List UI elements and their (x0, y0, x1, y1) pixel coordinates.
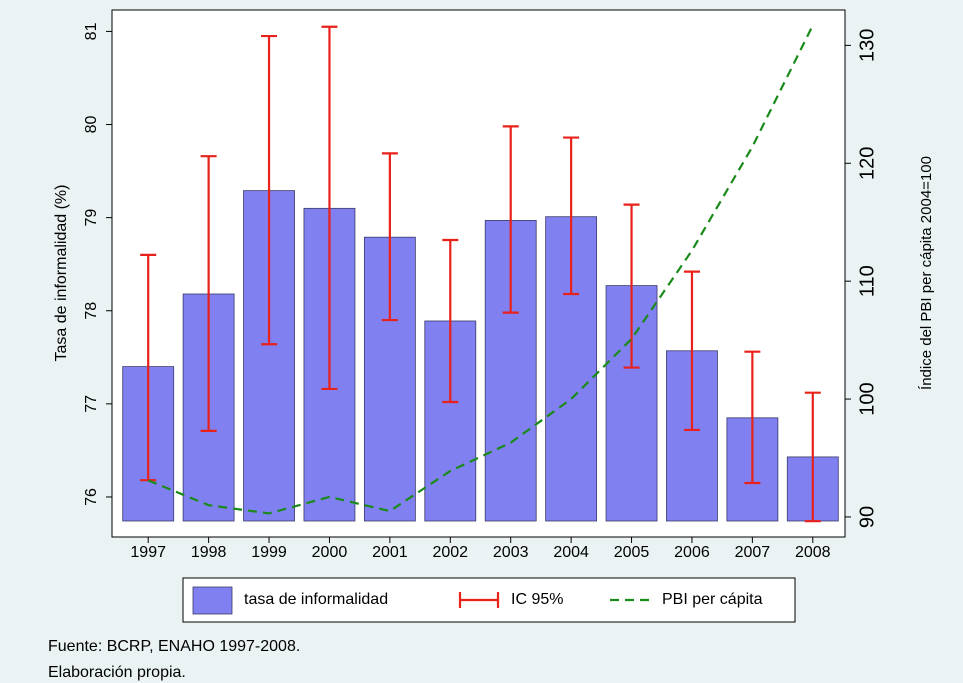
x-tick-label: 2004 (553, 544, 589, 561)
y2-tick-label: 100 (856, 382, 878, 415)
legend-label: PBI per cápita (662, 591, 763, 608)
y-tick-label: 77 (83, 395, 100, 413)
y2-tick-label: 130 (856, 29, 878, 62)
error-bar (563, 136, 580, 296)
x-tick-label: 1997 (130, 544, 166, 561)
x-tick-label: 2001 (372, 544, 408, 561)
source-note: Fuente: BCRP, ENAHO 1997-2008. (48, 638, 300, 655)
y2-tick-label: 120 (856, 147, 878, 180)
note: Elaboración propia. (48, 664, 186, 681)
y-tick-label: 80 (83, 116, 100, 134)
x-tick-label: 1999 (251, 544, 287, 561)
x-tick-label: 2007 (735, 544, 771, 561)
y2-tick-label: 90 (856, 506, 878, 528)
error-bar (442, 238, 459, 404)
error-bar (744, 350, 761, 485)
x-tick-label: 2002 (432, 544, 468, 561)
y-tick-label: 76 (83, 488, 100, 506)
x-tick-label: 2005 (614, 544, 650, 561)
error-bar (261, 34, 278, 346)
y-tick-label: 78 (83, 302, 100, 320)
error-bar (683, 270, 700, 432)
x-tick-label: 2000 (312, 544, 348, 561)
error-bar (140, 253, 157, 482)
error-bar (321, 25, 338, 391)
y-tick-label: 81 (83, 22, 100, 40)
error-bar (381, 152, 398, 322)
y2-axis-label: Índice del PBI per cápita 2004=100 (918, 156, 935, 390)
legend-label: IC 95% (511, 591, 563, 608)
x-tick-label: 2008 (795, 544, 831, 561)
y2-tick-label: 110 (856, 265, 878, 297)
legend-swatch (192, 586, 233, 615)
x-tick-label: 2003 (493, 544, 529, 561)
x-tick-label: 1998 (191, 544, 227, 561)
y-axis-label: Tasa de informalidad (%) (53, 185, 70, 362)
error-bar (804, 391, 821, 523)
error-bar (502, 125, 519, 314)
line (147, 24, 814, 515)
legend-label: tasa de informalidad (244, 591, 388, 608)
x-tick-label: 2006 (674, 544, 710, 561)
error-bar (200, 155, 217, 432)
y-tick-label: 79 (83, 209, 100, 227)
